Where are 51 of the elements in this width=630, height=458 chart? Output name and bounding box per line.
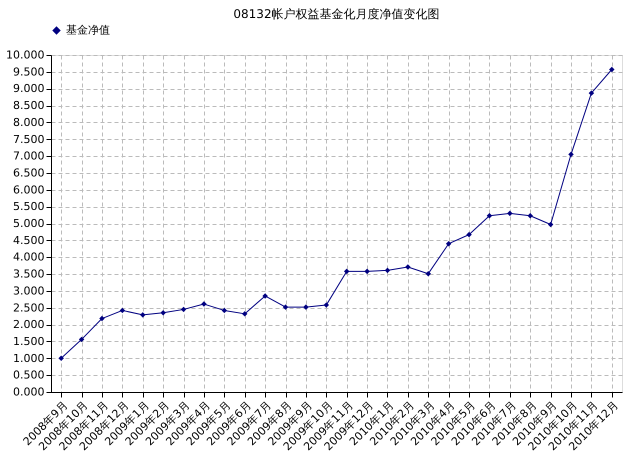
y-tick-label: 3.500 [13, 268, 44, 281]
point [160, 310, 166, 316]
y-tick-label: 2.000 [13, 318, 44, 332]
y-tick-label: 6.000 [13, 183, 44, 196]
point [180, 306, 186, 312]
point [426, 270, 432, 276]
point [486, 213, 492, 218]
y-tick-label: 4.000 [13, 250, 44, 264]
chart-title: 08132帐户权益基金化月度净值变化图 [233, 7, 440, 21]
y-tick-label: 4.500 [13, 234, 44, 247]
point [140, 312, 146, 318]
point [303, 304, 309, 310]
point [78, 336, 84, 342]
y-tick-label: 1.000 [13, 352, 44, 365]
point [588, 90, 594, 96]
point [242, 311, 248, 317]
point [384, 268, 390, 274]
y-tick-label: 7.500 [13, 132, 44, 146]
point [507, 210, 513, 216]
y-tick-label: 3.000 [13, 284, 44, 298]
point [466, 232, 472, 238]
y-tick-label: 2.500 [13, 301, 44, 314]
point [405, 264, 411, 270]
y-tick-label: 5.500 [13, 200, 44, 214]
y-tick-label: 8.000 [13, 116, 44, 129]
y-tick-label: 5.000 [13, 217, 44, 230]
point [58, 356, 64, 362]
point [527, 213, 533, 218]
point [364, 268, 370, 274]
y-tick-label: 10.000 [6, 48, 44, 62]
y-tick-label: 0.500 [13, 368, 44, 382]
y-tick-label: 7.000 [13, 150, 44, 163]
point [324, 302, 330, 308]
point [548, 222, 554, 228]
y-tick-label: 6.500 [13, 166, 44, 180]
point [262, 293, 268, 299]
point [201, 301, 207, 307]
point [568, 152, 574, 158]
point [282, 304, 288, 310]
point [99, 316, 105, 322]
y-tick-label: 9.000 [13, 82, 44, 96]
point [446, 240, 452, 246]
y-tick-label: 9.500 [13, 65, 44, 78]
point [609, 66, 615, 72]
point [120, 308, 126, 314]
y-tick-label: 8.500 [13, 99, 44, 112]
y-tick-label: 0.000 [13, 386, 44, 398]
point [344, 268, 350, 274]
legend-label: 基金净值 [66, 24, 110, 36]
y-tick-label: 1.500 [13, 334, 44, 348]
point [222, 308, 228, 314]
